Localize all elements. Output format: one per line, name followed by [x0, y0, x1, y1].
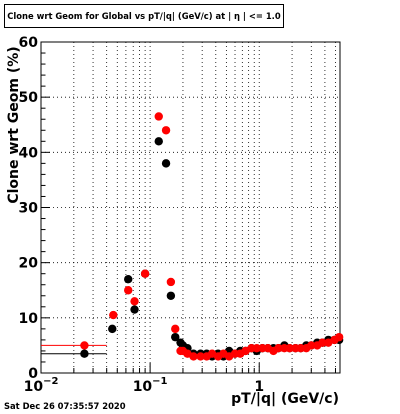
title-box: Clone wrt Geom for Global vs pT/|q| (GeV…	[4, 4, 284, 28]
data-point	[108, 324, 117, 334]
data-point	[166, 277, 176, 287]
data-point	[189, 352, 198, 361]
data-point	[166, 291, 176, 300]
data-point	[307, 341, 316, 350]
grid	[41, 42, 340, 373]
y-tick-label: 60	[19, 35, 39, 51]
y-tick-label: 0	[28, 366, 38, 382]
data-point	[285, 343, 294, 353]
data-point	[124, 275, 133, 284]
data-point	[80, 341, 89, 350]
data-point	[109, 310, 118, 320]
x-tick-label: 1	[254, 379, 264, 395]
y-tick-label: 30	[19, 201, 39, 217]
data-point	[334, 332, 344, 342]
axis-ticks	[40, 41, 336, 374]
data-point	[154, 137, 163, 146]
data-point	[274, 343, 283, 353]
y-axis-label: Clone wrt Geom (%)	[6, 46, 22, 204]
data-point	[130, 305, 139, 314]
tick-labels: 0 10 20 30 40 50 60 10−2 10−1 1	[19, 35, 265, 395]
data-point	[171, 324, 180, 334]
y-tick-label: 40	[19, 145, 39, 161]
data-point	[161, 126, 171, 135]
data-point	[161, 159, 171, 168]
data-point	[154, 112, 163, 121]
y-tick-label: 10	[19, 311, 39, 327]
x-axis-label: pT/|q| (GeV/c)	[231, 391, 339, 407]
data-point	[130, 297, 139, 306]
y-tick-label: 20	[19, 256, 39, 272]
x-tick-label: 10−2	[24, 376, 59, 395]
data-point	[318, 338, 327, 347]
data-series	[41, 112, 344, 361]
series-1	[41, 112, 344, 361]
x-tick-label: 10−1	[133, 376, 168, 395]
series-0	[41, 137, 344, 361]
data-point	[80, 349, 89, 358]
data-point	[140, 269, 150, 278]
timestamp: Sat Dec 26 07:35:57 2020	[4, 401, 126, 411]
data-point	[196, 352, 205, 361]
chart-title: Clone wrt Geom for Global vs pT/|q| (GeV…	[7, 11, 281, 21]
data-point	[171, 332, 180, 342]
data-point	[124, 286, 133, 295]
y-tick-label: 50	[19, 90, 39, 106]
